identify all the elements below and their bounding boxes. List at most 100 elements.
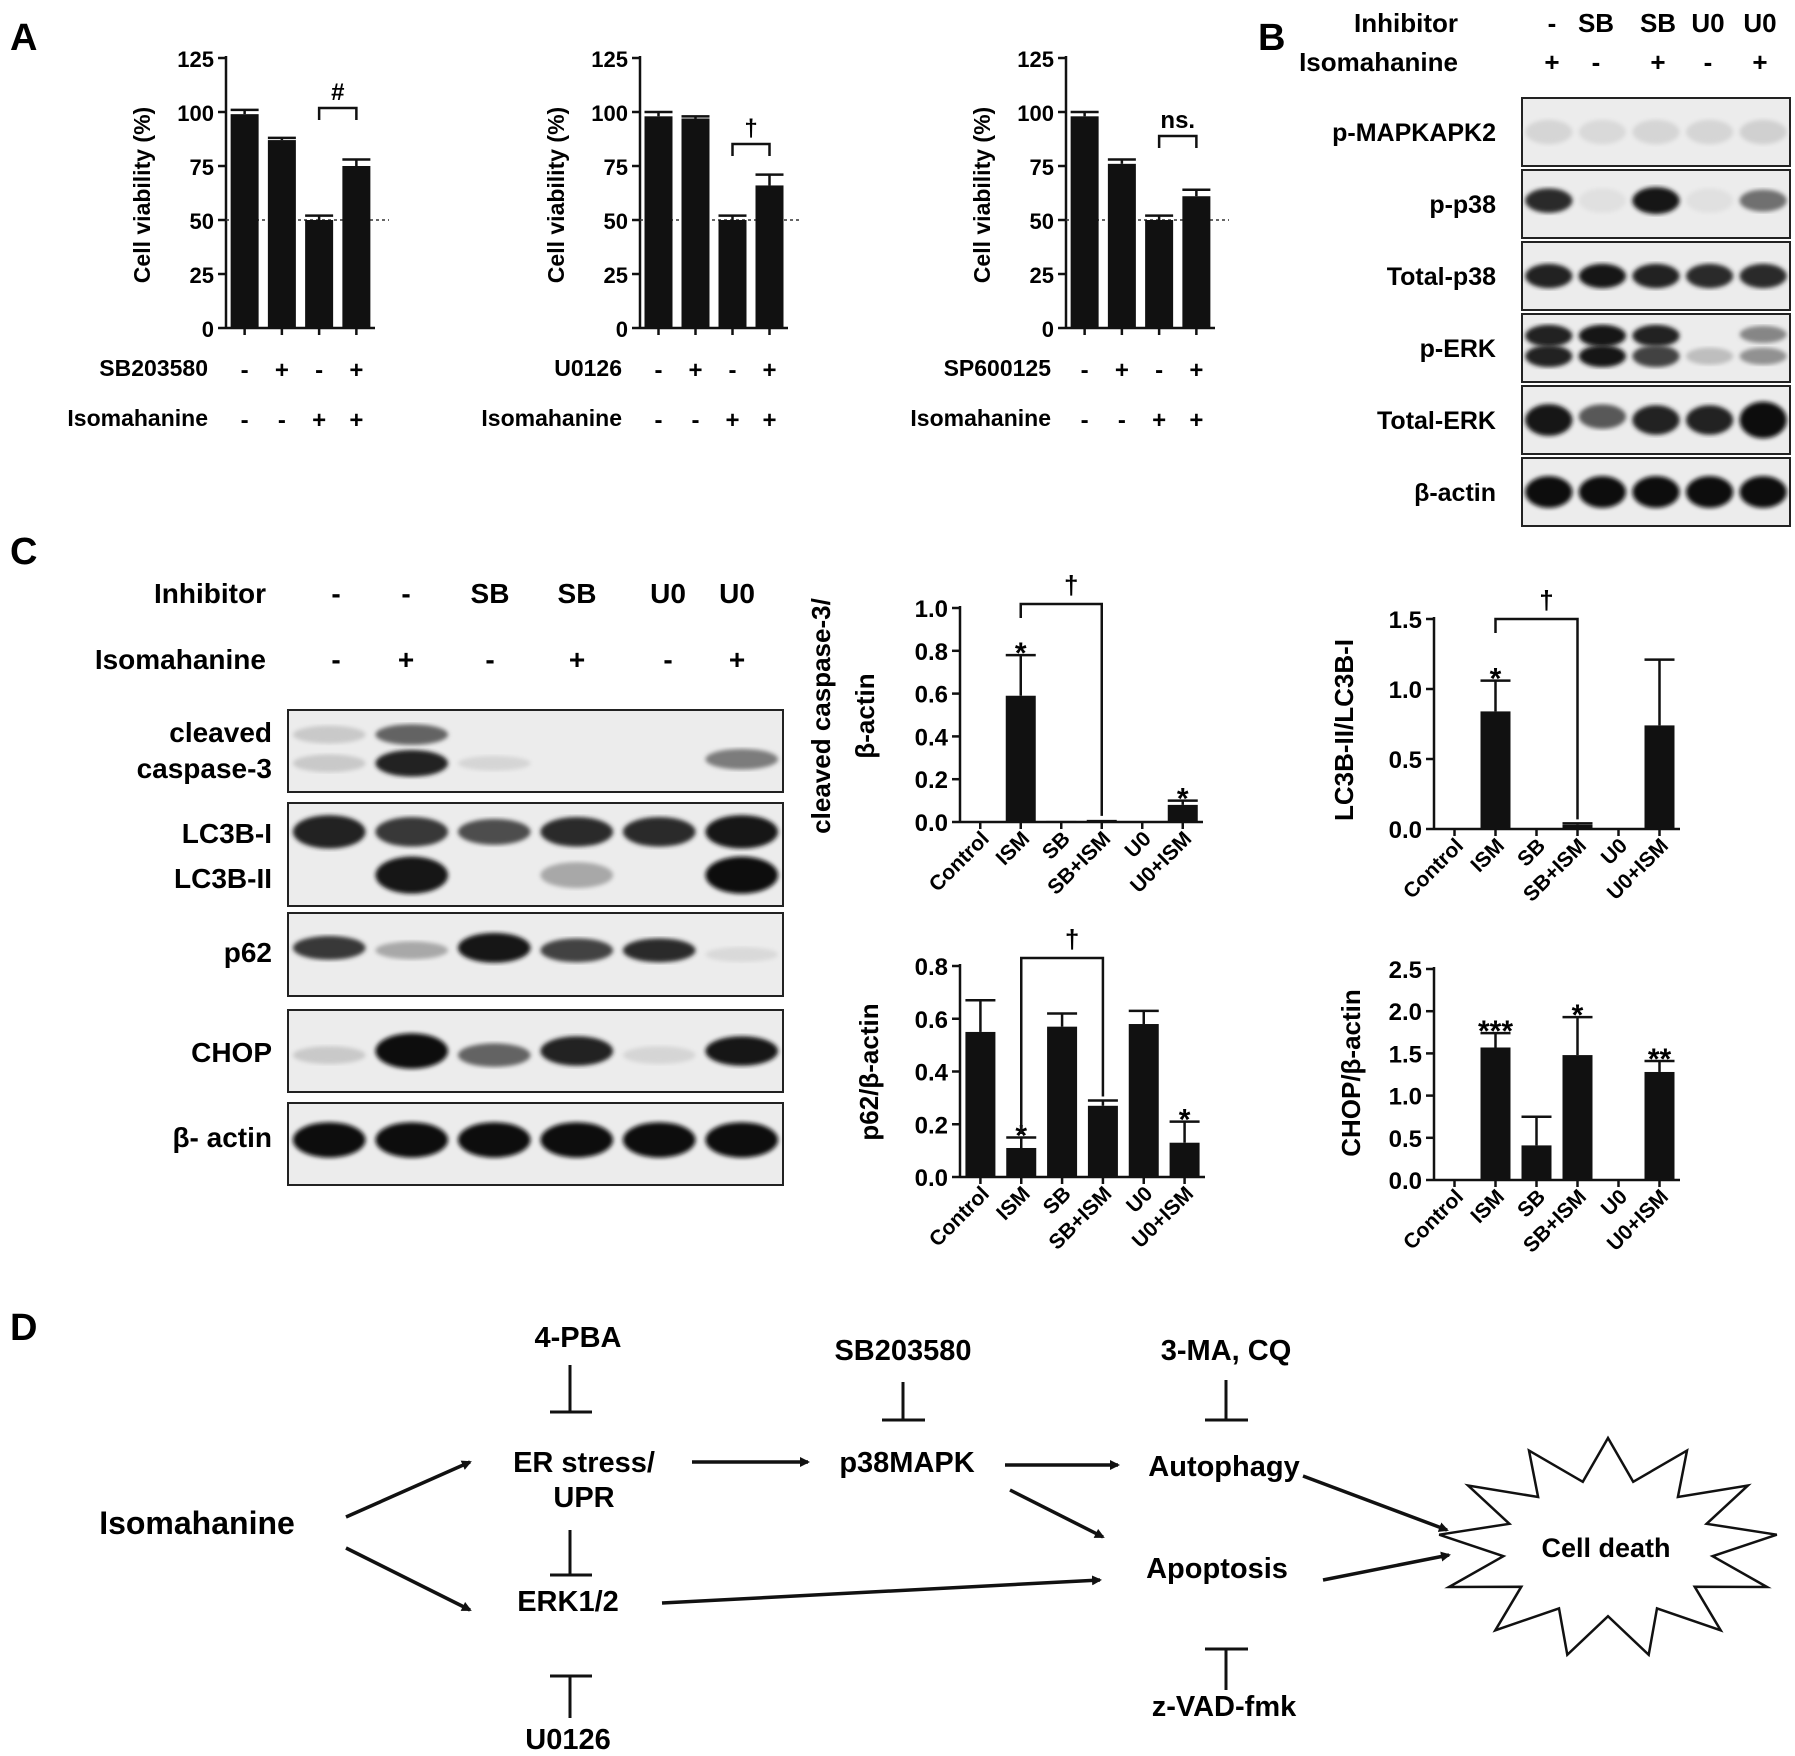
y-tick-label: 125	[177, 47, 214, 72]
significance-stars: *	[1572, 999, 1584, 1032]
row-label-isomahanine: Isomahanine	[910, 405, 1051, 431]
sign-inhibitor: -	[1081, 357, 1089, 384]
comparison-bracket	[1020, 956, 1105, 1134]
significance-stars: ***	[1478, 1015, 1513, 1048]
blot-band	[622, 1046, 696, 1064]
inhibit-sb203580	[882, 1382, 925, 1422]
y-tick-label: 0.2	[915, 1112, 948, 1139]
blot-band	[1525, 119, 1573, 145]
blot-p-p38	[1521, 169, 1791, 239]
b-blot-label: Total-ERK	[1377, 407, 1496, 435]
panel-label-c: C	[10, 531, 37, 573]
row-label-inhibitor: SB203580	[99, 355, 208, 381]
blot-band	[1686, 347, 1734, 365]
comparison-bracket	[731, 142, 771, 156]
node-erk: ERK1/2	[517, 1586, 619, 1618]
blot-band	[1632, 476, 1680, 508]
pathway-arrows	[345, 1457, 1451, 1612]
blot-band	[1578, 324, 1626, 347]
b-lane-isomahanine: -	[1704, 47, 1713, 77]
blot-label-beta-actin: β- actin	[172, 1122, 272, 1153]
c-lane-inhibitor: SB	[558, 578, 597, 609]
significance-stars: *	[1177, 783, 1189, 816]
bar	[1128, 1024, 1159, 1177]
blot-label-lc3b-i: LC3B-I	[182, 818, 272, 849]
y-axis-label: CHOP/β-actin	[1336, 989, 1366, 1157]
blot-band	[292, 935, 366, 960]
bar	[681, 118, 710, 328]
blot-band	[1525, 476, 1573, 508]
blot-band	[540, 817, 614, 847]
x-category-label: Control	[1399, 834, 1468, 903]
blot-band	[375, 1033, 449, 1069]
b-lane-isomahanine: -	[1592, 47, 1601, 77]
bracket-label: ns.	[1160, 107, 1195, 134]
blot-total-p38	[1521, 241, 1791, 311]
row-label-inhibitor: SP600125	[944, 355, 1052, 381]
arrow-erk-apoptosis	[661, 1575, 1102, 1605]
bar	[1562, 824, 1593, 829]
blot-band	[1686, 188, 1734, 213]
blot-band	[457, 818, 531, 845]
c-lane-inhibitor: SB	[471, 578, 510, 609]
y-tick-label: 0.0	[1389, 1168, 1422, 1195]
bar	[1480, 711, 1511, 829]
panel-d: Isomahanine ER stress/ UPR ERK1/2 p38MAP…	[99, 1322, 1778, 1756]
y-tick-label: 25	[604, 263, 628, 288]
blot-band	[1525, 263, 1573, 289]
blot-band	[1632, 263, 1680, 289]
y-tick-label: 1.5	[1389, 607, 1422, 634]
bar	[644, 116, 673, 328]
blot-band	[1525, 404, 1573, 436]
blot-band	[1739, 401, 1787, 439]
x-category-label: ISM	[992, 827, 1035, 870]
sign-isomahanine: -	[692, 407, 700, 434]
blot-label-caspase3: caspase-3	[137, 753, 272, 784]
b-lane-inhibitor: SB	[1640, 8, 1676, 38]
blot-band	[1525, 188, 1573, 213]
blot-band	[1686, 119, 1734, 145]
y-tick-label: 0.6	[915, 682, 948, 709]
blot-band	[1578, 404, 1626, 429]
blot-p62	[287, 912, 784, 997]
c-inhibitor-label: Inhibitor	[154, 578, 266, 609]
b-lane-isomahanine: +	[1544, 47, 1559, 77]
sign-inhibitor: +	[762, 357, 776, 384]
sign-inhibitor: -	[1155, 357, 1163, 384]
y-axis-label: Cell viability (%)	[129, 107, 155, 283]
inhibit-4pba	[550, 1365, 592, 1414]
blot-band	[457, 932, 531, 963]
inhibitor-zvad-fmk: z-VAD-fmk	[1152, 1691, 1297, 1723]
blot-label-cleaved: cleaved	[169, 717, 272, 748]
blot-band	[1525, 345, 1573, 368]
blot-band	[705, 748, 779, 770]
y-tick-label: 100	[1017, 101, 1054, 126]
b-blot-label: p-p38	[1429, 191, 1496, 219]
sign-isomahanine: +	[1189, 407, 1203, 434]
y-tick-label: 0.5	[1389, 1126, 1422, 1153]
inhibitor-4pba: 4-PBA	[534, 1322, 621, 1354]
bar	[1107, 163, 1136, 328]
blot-band	[1739, 325, 1787, 343]
y-tick-label: 100	[177, 101, 214, 126]
node-isomahanine: Isomahanine	[99, 1505, 295, 1541]
c-isomahanine-label: Isomahanine	[95, 644, 266, 675]
blot-band	[1632, 345, 1680, 368]
c-lane-isomahanine: +	[729, 644, 745, 675]
blot-band	[622, 938, 696, 963]
c-lane-inhibitor: U0	[719, 578, 755, 609]
blot-chop	[287, 1009, 784, 1093]
sign-isomahanine: +	[1152, 407, 1166, 434]
blot-band	[1578, 476, 1626, 508]
blot-band	[540, 862, 614, 889]
comparison-bracket	[1019, 602, 1103, 816]
sign-inhibitor: -	[241, 357, 249, 384]
blot-label-lc3b-ii: LC3B-II	[174, 863, 272, 894]
cell-death-starburst	[1438, 1435, 1778, 1658]
y-tick-label: 0.0	[915, 810, 948, 837]
y-tick-label: 0.8	[915, 639, 948, 666]
inhibition-symbols	[550, 1365, 1248, 1718]
y-tick-label: 0.5	[1389, 747, 1422, 774]
node-upr: UPR	[553, 1482, 614, 1514]
blot-band	[622, 1122, 696, 1158]
